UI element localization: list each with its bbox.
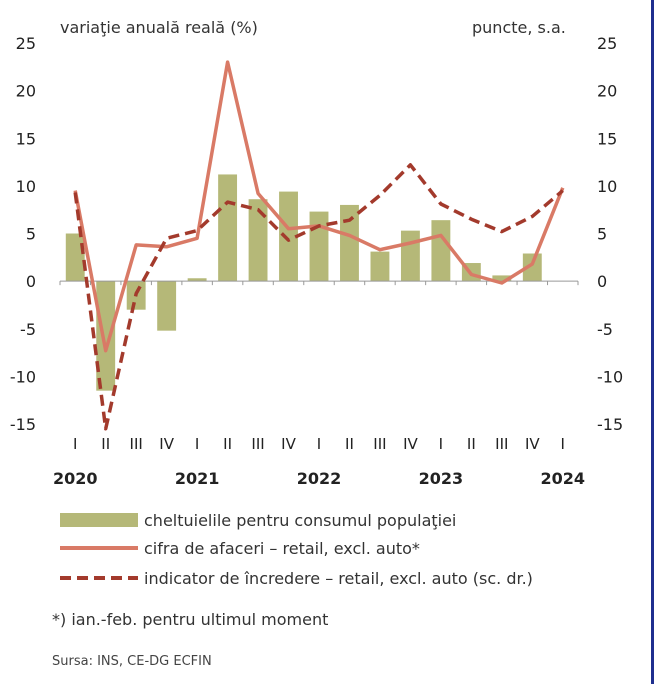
x-tick-label: III [373,435,386,453]
x-tick-label: I [195,435,199,453]
x-tick-label: III [130,435,143,453]
left-axis-unit: variaţie anuală reală (%) [60,18,258,37]
legend-swatch-dashed-line [60,576,138,580]
y-tick-label-right: -15 [597,415,623,434]
y-tick-label-left: 15 [16,129,36,148]
bar [279,191,298,282]
x-year-label: 2022 [297,469,342,488]
bar [157,281,177,331]
x-year-label: 2020 [53,469,98,488]
legend-swatch-bar [60,513,138,527]
y-tick-label-right: 20 [597,82,617,101]
line-confidence [73,163,564,431]
y-tick-label-left: -10 [10,367,36,386]
x-tick-label: III [495,435,508,453]
bar [522,253,542,282]
x-tick-label: IV [159,435,174,453]
x-tick-label: I [317,435,321,453]
footnote: *) ian.-feb. pentru ultimul moment [52,610,329,629]
legend-item-consumption: cheltuielile pentru consumul populaţiei [60,508,456,532]
line-turnover [73,60,565,353]
y-tick-label-left: 20 [16,82,36,101]
right-axis-unit: puncte, s.a. [472,18,566,37]
x-tick-label: IV [525,435,540,453]
x-tick-label: II [223,435,232,453]
bar [187,278,207,282]
y-tick-label-right: 0 [597,272,607,291]
y-tick-label-right: 10 [597,177,617,196]
x-tick-label: II [345,435,354,453]
y-tick-label-right: 5 [597,225,607,244]
x-tick-label: I [73,435,77,453]
x-year-label: 2024 [540,469,585,488]
y-tick-label-left: -5 [20,320,36,339]
legend-item-turnover: cifra de afaceri – retail, excl. auto* [60,536,420,560]
legend-item-confidence: indicator de încredere – retail, excl. a… [60,566,533,590]
legend-label-confidence: indicator de încredere – retail, excl. a… [144,568,533,588]
x-tick-label: II [101,435,110,453]
legend-label-turnover: cifra de afaceri – retail, excl. auto* [144,538,420,558]
y-tick-label-right: -5 [597,320,613,339]
x-tick-label: IV [281,435,296,453]
x-tick-label: II [467,435,476,453]
x-tick-label: III [251,435,264,453]
bar [340,204,359,282]
bar [492,275,512,282]
bar [309,211,329,282]
x-year-label: 2021 [175,469,220,488]
y-tick-label-left: -15 [10,415,36,434]
legend-label-consumption: cheltuielile pentru consumul populaţiei [144,510,457,530]
y-tick-label-left: 25 [16,34,36,53]
bar [370,251,390,282]
bar [431,220,451,282]
bar [248,199,268,282]
y-tick-label-right: -10 [597,367,623,386]
y-tick-label-right: 25 [597,34,617,53]
bar [400,230,420,282]
y-tick-label-left: 10 [16,177,36,196]
y-tick-label-left: 0 [26,272,36,291]
x-tick-label: I [561,435,565,453]
source-text: Sursa: INS, CE-DG ECFIN [52,654,212,669]
legend-swatch-line [60,546,138,550]
y-tick-label-right: 15 [597,129,617,148]
y-tick-label-left: 5 [26,225,36,244]
x-year-label: 2023 [419,469,464,488]
bar [218,174,238,282]
x-tick-label: I [439,435,443,453]
x-tick-label: IV [403,435,418,453]
bar [96,281,116,391]
bar [65,233,85,282]
